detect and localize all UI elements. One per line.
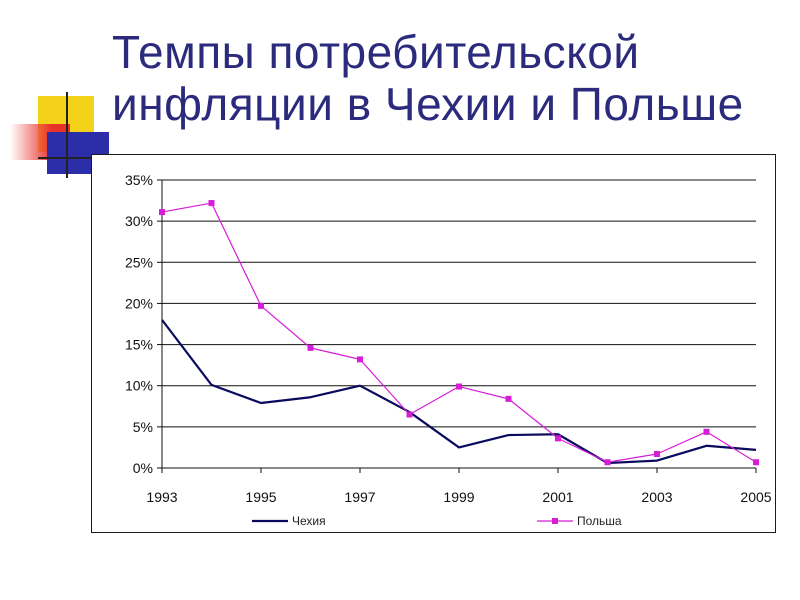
legend-marker: [552, 518, 558, 524]
series-line-0: [161, 319, 757, 465]
data-point: [505, 395, 512, 402]
legend-label: Польша: [577, 514, 622, 528]
decorative-vertical-line: [66, 92, 68, 178]
gridlines: [162, 179, 756, 428]
y-tick-label: 5%: [133, 419, 153, 435]
y-tick-label: 20%: [125, 295, 153, 311]
tick-labels: 0% 5% 10% 15% 20% 25% 30% 35% 1993 1995 1997 1999 20…: [125, 172, 772, 505]
x-tick-label: 1999: [443, 489, 474, 505]
y-tick-label: 30%: [125, 213, 153, 229]
data-point: [159, 209, 165, 216]
data-point: [456, 383, 462, 390]
data-point: [208, 200, 215, 207]
x-tick-label: 2005: [740, 489, 771, 505]
y-tick-label: 35%: [125, 172, 153, 188]
series: [159, 200, 759, 466]
decorative-horizontal-line: [38, 157, 113, 159]
data-point: [258, 302, 264, 309]
legend-label: Чехия: [292, 514, 326, 528]
x-tick-label: 2003: [641, 489, 672, 505]
data-point: [555, 435, 561, 442]
slide-title: Темпы потребительской инфляции в Чехии и…: [112, 26, 744, 130]
data-point: [654, 451, 660, 458]
y-tick-label: 10%: [125, 378, 153, 394]
chart-frame: 0% 5% 10% 15% 20% 25% 30% 35% 1993 1995 1997 1999 20…: [91, 154, 776, 533]
data-point: [406, 411, 413, 418]
x-tick-label: 2001: [542, 489, 573, 505]
series-line-1: [161, 202, 757, 463]
x-tick-label: 1995: [245, 489, 276, 505]
y-tick-label: 25%: [125, 254, 153, 270]
data-point: [307, 344, 314, 351]
axes: [157, 179, 757, 473]
data-point: [703, 428, 710, 435]
legend: Чехия Польша: [252, 514, 622, 528]
y-tick-label: 15%: [125, 337, 153, 353]
x-tick-label: 1993: [146, 489, 177, 505]
x-tick-label: 1997: [344, 489, 375, 505]
data-point: [357, 356, 363, 363]
data-point: [753, 459, 759, 466]
y-tick-label: 0%: [133, 460, 153, 476]
line-chart: 0% 5% 10% 15% 20% 25% 30% 35% 1993 1995 1997 1999 20…: [125, 172, 772, 528]
data-point: [604, 459, 611, 466]
